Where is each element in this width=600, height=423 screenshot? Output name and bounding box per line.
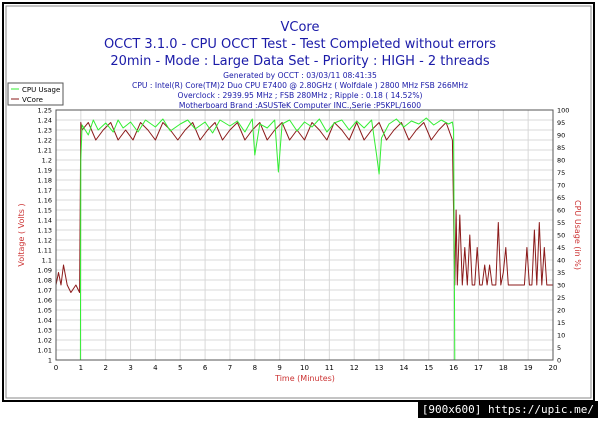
y-tick-label-left: 1.21 bbox=[38, 147, 52, 155]
x-tick-label: 3 bbox=[128, 364, 132, 372]
x-tick-label: 4 bbox=[153, 364, 158, 372]
y-tick-label-right: 10 bbox=[557, 332, 565, 340]
y-tick-label-left: 1.06 bbox=[38, 297, 52, 305]
x-tick-label: 15 bbox=[424, 364, 433, 372]
info-generated: Generated by OCCT : 03/03/11 08:41:35 bbox=[223, 71, 377, 80]
y-tick-label-left: 1.24 bbox=[38, 117, 52, 125]
info-motherboard: Motherboard Brand :ASUSTeK Computer INC.… bbox=[179, 101, 421, 110]
y-tick-label-left: 1.05 bbox=[38, 307, 52, 315]
y-tick-label-right: 25 bbox=[557, 294, 565, 302]
y-tick-label-left: 1.01 bbox=[38, 347, 52, 355]
info-cpu: CPU : Intel(R) Core(TM)2 Duo CPU E7400 @… bbox=[132, 81, 468, 90]
x-tick-label: 7 bbox=[228, 364, 232, 372]
y-tick-label-right: 30 bbox=[557, 282, 565, 290]
y-tick-label-left: 1.07 bbox=[38, 287, 52, 295]
y-tick-label-right: 60 bbox=[557, 207, 565, 215]
y-tick-label-left: 1.17 bbox=[38, 187, 52, 195]
series-line-cpu-usage bbox=[56, 117, 553, 361]
x-tick-label: 6 bbox=[203, 364, 208, 372]
y-tick-label-right: 85 bbox=[557, 144, 565, 152]
legend-label-cpu-usage: CPU Usage bbox=[22, 86, 60, 94]
y-tick-label-left: 1.13 bbox=[38, 227, 52, 235]
y-tick-label-left: 1.08 bbox=[38, 277, 52, 285]
y-tick-label-right: 55 bbox=[557, 219, 565, 227]
grid bbox=[55, 109, 554, 361]
legend: CPU Usage VCore bbox=[7, 82, 64, 106]
y-tick-label-right: 75 bbox=[557, 169, 565, 177]
x-tick-label: 5 bbox=[178, 364, 182, 372]
y-tick-label-left: 1 bbox=[48, 357, 52, 365]
x-tick-label: 0 bbox=[54, 364, 58, 372]
y-tick-label-left: 1.23 bbox=[38, 127, 52, 135]
x-tick-label: 12 bbox=[350, 364, 359, 372]
y-tick-label-left: 1.09 bbox=[38, 267, 52, 275]
x-tick-label: 19 bbox=[524, 364, 533, 372]
y-tick-label-left: 1.1 bbox=[42, 257, 52, 265]
x-tick-label: 17 bbox=[474, 364, 483, 372]
x-tick-label: 9 bbox=[277, 364, 281, 372]
legend-label-vcore: VCore bbox=[22, 96, 43, 104]
y-tick-label-right: 40 bbox=[557, 257, 565, 265]
y-tick-label-left: 1.19 bbox=[38, 167, 52, 175]
info-overclock: Overclock : 2939.95 MHz ; FSB 280MHz ; R… bbox=[177, 91, 422, 100]
chart-border bbox=[2, 2, 595, 402]
y-tick-label-right: 0 bbox=[557, 357, 561, 365]
x-tick-label: 1 bbox=[79, 364, 83, 372]
y-axis-left-label: Voltage ( Volts ) bbox=[17, 203, 26, 266]
y-tick-label-left: 1.25 bbox=[38, 107, 52, 115]
y-tick-label-right: 65 bbox=[557, 194, 565, 202]
y-tick-label-left: 1.16 bbox=[38, 197, 52, 205]
y-tick-label-right: 90 bbox=[557, 132, 565, 140]
x-tick-label: 16 bbox=[449, 364, 458, 372]
y-tick-label-left: 1.18 bbox=[38, 177, 52, 185]
chart-inner-border bbox=[5, 5, 592, 399]
y-tick-label-left: 1.04 bbox=[38, 317, 52, 325]
chart-subtitle-2: 20min - Mode : Large Data Set - Priority… bbox=[110, 54, 490, 69]
x-tick-label: 8 bbox=[253, 364, 257, 372]
y-tick-label-right: 35 bbox=[557, 269, 565, 277]
y-tick-label-right: 45 bbox=[557, 244, 565, 252]
y-tick-label-right: 5 bbox=[557, 344, 561, 352]
x-tick-label: 18 bbox=[499, 364, 508, 372]
series-line-vcore bbox=[55, 122, 553, 293]
x-tick-label: 13 bbox=[375, 364, 384, 372]
y-tick-label-left: 1.02 bbox=[38, 337, 52, 345]
x-axis-label: Time (Minutes) bbox=[274, 374, 335, 383]
y-tick-label-right: 15 bbox=[557, 319, 565, 327]
y-tick-label-left: 1.15 bbox=[38, 207, 52, 215]
legend-box bbox=[7, 82, 64, 106]
y-axis-right-label: CPU Usage (in %) bbox=[573, 200, 582, 270]
plot-area bbox=[55, 109, 554, 361]
x-tick-label: 11 bbox=[325, 364, 334, 372]
chart-title: VCore bbox=[281, 20, 320, 35]
y-tick-label-left: 1.22 bbox=[38, 137, 52, 145]
y-tick-label-left: 1.14 bbox=[38, 217, 52, 225]
y-tick-label-right: 95 bbox=[557, 119, 565, 127]
y-tick-label-left: 1.12 bbox=[38, 237, 52, 245]
series-lines bbox=[55, 117, 553, 361]
tick-labels: 0 1 2 3 4 5 6 7 8 9 10 11 12 13 14 15 16 17 18 19 2011.011.0… bbox=[38, 107, 570, 373]
y-tick-label-right: 80 bbox=[557, 157, 565, 165]
y-tick-label-right: 100 bbox=[557, 107, 569, 115]
x-tick-label: 14 bbox=[399, 364, 408, 372]
y-tick-label-right: 20 bbox=[557, 307, 565, 315]
y-tick-label-left: 1.03 bbox=[38, 327, 52, 335]
y-tick-label-right: 50 bbox=[557, 232, 565, 240]
x-tick-label: 10 bbox=[300, 364, 309, 372]
y-tick-label-left: 1.2 bbox=[42, 157, 52, 165]
x-tick-label: 2 bbox=[103, 364, 107, 372]
y-tick-label-left: 1.11 bbox=[38, 247, 52, 255]
watermark-badge: [900x600] https://upic.me/ bbox=[417, 401, 598, 418]
chart-subtitle-1: OCCT 3.1.0 - CPU OCCT Test - Test Comple… bbox=[104, 37, 496, 52]
x-tick-label: 20 bbox=[549, 364, 558, 372]
y-tick-label-right: 70 bbox=[557, 182, 565, 190]
